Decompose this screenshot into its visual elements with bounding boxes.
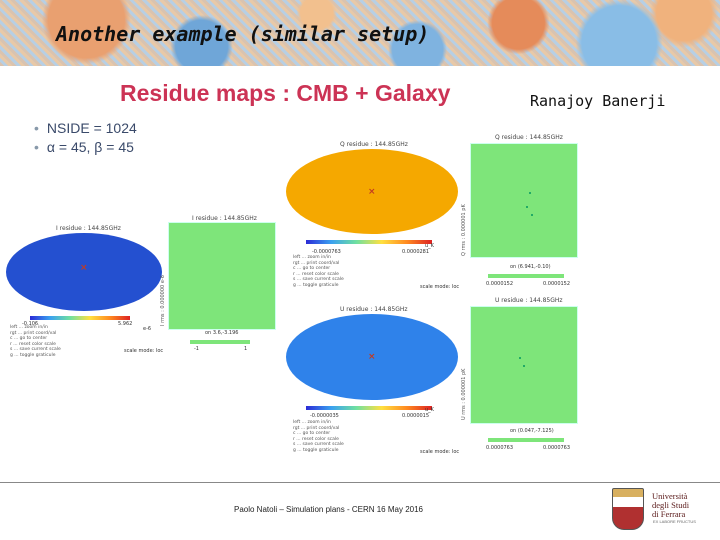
i-zoom-scale-mode: scale mode: loc — [124, 348, 164, 354]
q-map-cb-min: -0.0000763 — [312, 249, 341, 255]
i-map-help-text: left ... zoom in/in rgt ... print coord/… — [10, 325, 61, 358]
i-map-center-marker: × — [80, 263, 88, 273]
u-map-cb-max: 0.0000015 — [402, 413, 430, 419]
u-zoom-vert-label: U rms : 0.000001 pK — [461, 368, 467, 420]
q-map-cb-unit: u_K — [425, 243, 434, 249]
q-zoom-vert-label: Q rms : 0.000001 pK — [461, 204, 467, 256]
q-zoom-title: Q residue : 144.85GHz — [495, 134, 563, 141]
q-zoom-feature — [531, 214, 533, 216]
i-zoom-colorbar — [190, 340, 250, 344]
u-map-cb-unit: u_K — [425, 407, 434, 413]
q-residue-mollweide[interactable] — [286, 149, 458, 234]
u-map-scale-mode: scale mode: loc — [420, 449, 460, 455]
u-map-cb-min: -0.0000035 — [310, 413, 339, 419]
q-map-colorbar — [306, 240, 432, 244]
q-map-title: Q residue : 144.85GHz — [340, 141, 408, 148]
u-residue-mollweide[interactable] — [286, 314, 458, 400]
bullet-list: NSIDE = 1024 α = 45, β = 45 — [34, 120, 137, 158]
i-map-cb-min: -0.106 — [22, 321, 39, 327]
u-map-title: U residue : 144.85GHz — [340, 306, 408, 313]
i-residue-mollweide[interactable] — [6, 233, 162, 311]
q-zoom-cb-min: 0.0000152 — [486, 281, 514, 287]
u-zoom-coord: on (0.047,-7.125) — [510, 428, 554, 434]
footer-citation: Paolo Natoli – Simulation plans - CERN 1… — [234, 505, 423, 514]
q-map-scale-mode: scale mode: loc — [420, 284, 460, 290]
bullet-nside: NSIDE = 1024 — [34, 120, 137, 136]
q-zoom-view[interactable] — [470, 143, 578, 258]
u-zoom-title: U residue : 144.85GHz — [495, 297, 563, 304]
i-zoom-title: I residue : 144.85GHz — [192, 215, 257, 222]
u-map-colorbar — [306, 406, 432, 410]
author-name: Ranajoy Banerji — [530, 92, 666, 110]
q-zoom-colorbar — [488, 274, 564, 278]
i-zoom-view[interactable] — [168, 222, 276, 330]
q-map-center-marker: × — [368, 187, 376, 197]
i-map-colorbar — [30, 316, 130, 320]
i-zoom-vert-label: I rms : 0.000000 e-6 — [160, 275, 166, 326]
university-name: Università degli Studi di Ferrara — [652, 491, 690, 519]
u-zoom-cb-max: 0.0000763 — [543, 445, 571, 451]
q-map-help-text: left ... zoom in/in rgt ... print coord/… — [293, 255, 344, 288]
i-zoom-cb-min: -1 — [194, 346, 199, 352]
i-zoom-coord: on 3.6,-3.196 — [205, 330, 239, 336]
u-zoom-colorbar — [488, 438, 564, 442]
header-banner: Another example (similar setup) — [0, 0, 720, 66]
i-zoom-cb-max: 1 — [244, 346, 248, 352]
q-map-cb-max: 0.0000281 — [402, 249, 430, 255]
footer-divider — [0, 482, 720, 483]
slide-title: Residue maps : CMB + Galaxy — [120, 80, 451, 106]
q-zoom-cb-max: 0.0000152 — [543, 281, 571, 287]
u-zoom-cb-min: 0.0000763 — [486, 445, 514, 451]
u-zoom-view[interactable] — [470, 306, 578, 424]
i-map-title: I residue : 144.85GHz — [56, 225, 121, 232]
q-zoom-feature — [529, 192, 531, 194]
u-map-help-text: left ... zoom in/in rgt ... print coord/… — [293, 420, 344, 453]
university-crest-logo — [612, 488, 644, 530]
bullet-alpha-beta: α = 45, β = 45 — [34, 139, 137, 155]
u-map-center-marker: × — [368, 352, 376, 362]
q-zoom-feature — [526, 206, 528, 208]
u-zoom-feature — [519, 357, 521, 359]
u-zoom-feature — [523, 365, 525, 367]
university-motto: EX LABORE FRUCTUS — [653, 519, 696, 524]
q-zoom-coord: on (6.941,-0.10) — [510, 264, 551, 270]
header-title: Another example (similar setup) — [56, 22, 430, 46]
i-map-cb-max: 5.962 — [118, 321, 133, 327]
i-map-cb-unit: e-6 — [143, 326, 152, 332]
